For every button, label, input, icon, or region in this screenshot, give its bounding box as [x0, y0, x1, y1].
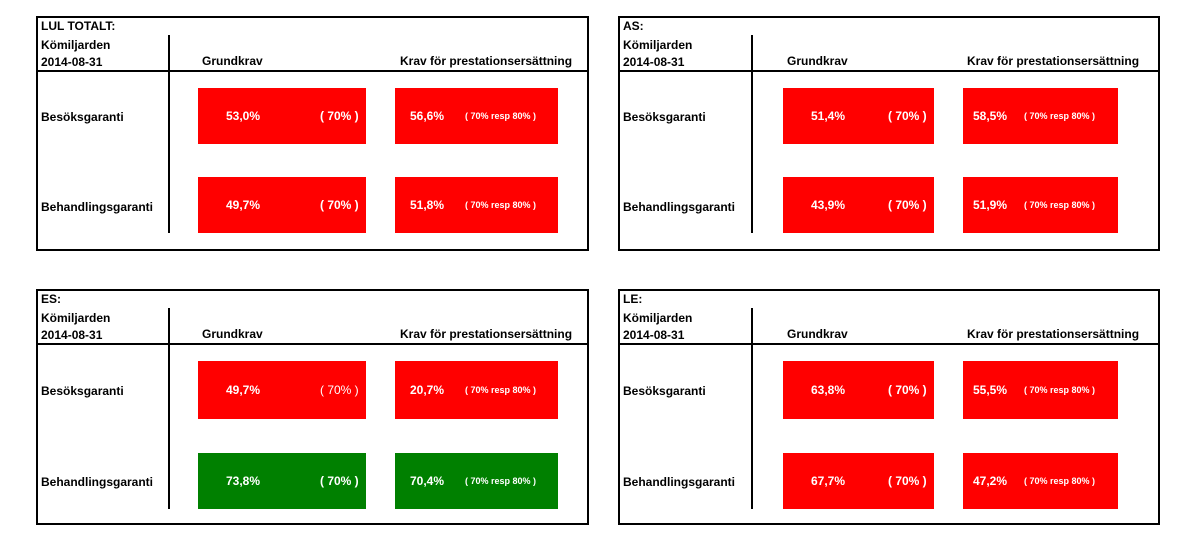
column-header-grundkrav: Grundkrav — [202, 54, 263, 68]
panel-es: ES: Kömiljarden 2014-08-31 Grundkrav Kra… — [36, 289, 589, 525]
cell-krav-besoksgaranti: 56,6% ( 70% resp 80% ) — [395, 88, 558, 144]
column-header-krav: Krav för prestationsersättning — [967, 54, 1140, 68]
cell-value: 67,7% — [811, 474, 846, 488]
cell-value: 58,5% — [973, 109, 1008, 123]
cell-krav-behandlingsgaranti: 47,2% ( 70% resp 80% ) — [963, 453, 1118, 509]
panel-title: AS: — [623, 19, 644, 33]
cell-grundkrav-behandlingsgaranti: 73,8% ( 70% ) — [198, 453, 366, 509]
column-header-krav: Krav för prestationsersättning — [400, 327, 573, 341]
panel-title: ES: — [41, 292, 62, 306]
divider-vertical — [168, 35, 170, 233]
divider-horizontal — [38, 70, 587, 72]
divider-horizontal — [620, 343, 1158, 345]
cell-value: 73,8% — [226, 474, 261, 488]
cell-grundkrav-behandlingsgaranti: 49,7% ( 70% ) — [198, 177, 366, 233]
cell-grundkrav-behandlingsgaranti: 43,9% ( 70% ) — [783, 177, 934, 233]
cell-requirement: ( 70% resp 80% ) — [1024, 111, 1096, 121]
panel-date: 2014-08-31 — [41, 328, 103, 342]
cell-grundkrav-behandlingsgaranti: 67,7% ( 70% ) — [783, 453, 934, 509]
cell-value: 49,7% — [226, 383, 261, 397]
divider-horizontal — [38, 343, 587, 345]
divider-horizontal — [620, 70, 1158, 72]
cell-krav-behandlingsgaranti: 51,9% ( 70% resp 80% ) — [963, 177, 1118, 233]
cell-value: 53,0% — [226, 109, 261, 123]
cell-value: 20,7% — [410, 383, 445, 397]
row-label-besoksgaranti: Besöksgaranti — [623, 110, 706, 124]
divider-vertical — [751, 35, 753, 233]
cell-grundkrav-besoksgaranti: 51,4% ( 70% ) — [783, 88, 934, 144]
row-label-behandlingsgaranti: Behandlingsgaranti — [623, 200, 736, 214]
cell-value: 55,5% — [973, 383, 1008, 397]
cell-requirement: ( 70% ) — [320, 383, 359, 397]
cell-requirement: ( 70% ) — [888, 109, 927, 123]
cell-krav-besoksgaranti: 58,5% ( 70% resp 80% ) — [963, 88, 1118, 144]
row-label-besoksgaranti: Besöksgaranti — [41, 110, 124, 124]
cell-krav-besoksgaranti: 55,5% ( 70% resp 80% ) — [963, 361, 1118, 419]
cell-requirement: ( 70% resp 80% ) — [465, 111, 537, 121]
cell-grundkrav-besoksgaranti: 53,0% ( 70% ) — [198, 88, 366, 144]
panel-as: AS: Kömiljarden 2014-08-31 Grundkrav Kra… — [618, 16, 1160, 251]
cell-requirement: ( 70% resp 80% ) — [1024, 476, 1096, 486]
cell-value: 56,6% — [410, 109, 445, 123]
row-label-behandlingsgaranti: Behandlingsgaranti — [623, 475, 736, 489]
cell-value: 51,4% — [811, 109, 846, 123]
cell-requirement: ( 70% resp 80% ) — [465, 385, 537, 395]
divider-vertical — [751, 308, 753, 509]
cell-value: 49,7% — [226, 198, 261, 212]
column-header-krav: Krav för prestationsersättning — [967, 327, 1140, 341]
panel-title: LUL TOTALT: — [41, 19, 116, 33]
row-label-besoksgaranti: Besöksgaranti — [623, 384, 706, 398]
cell-requirement: ( 70% ) — [320, 474, 359, 488]
cell-requirement: ( 70% resp 80% ) — [1024, 200, 1096, 210]
panel-date: 2014-08-31 — [41, 55, 103, 69]
cell-value: 63,8% — [811, 383, 846, 397]
column-header-grundkrav: Grundkrav — [202, 327, 263, 341]
cell-krav-behandlingsgaranti: 70,4% ( 70% resp 80% ) — [395, 453, 558, 509]
cell-krav-besoksgaranti: 20,7% ( 70% resp 80% ) — [395, 361, 558, 419]
column-header-grundkrav: Grundkrav — [787, 327, 848, 341]
panel-subtitle: Kömiljarden — [41, 311, 111, 325]
panel-lul-totalt: LUL TOTALT: Kömiljarden 2014-08-31 Grund… — [36, 16, 589, 251]
panel-le: LE: Kömiljarden 2014-08-31 Grundkrav Kra… — [618, 289, 1160, 525]
cell-requirement: ( 70% resp 80% ) — [465, 200, 537, 210]
panel-subtitle: Kömiljarden — [41, 38, 111, 52]
panel-title: LE: — [623, 292, 643, 306]
panel-date: 2014-08-31 — [623, 55, 685, 69]
cell-requirement: ( 70% ) — [320, 109, 359, 123]
cell-requirement: ( 70% ) — [888, 474, 927, 488]
cell-requirement: ( 70% ) — [888, 198, 927, 212]
cell-requirement: ( 70% resp 80% ) — [465, 476, 537, 486]
panel-subtitle: Kömiljarden — [623, 38, 693, 52]
cell-value: 43,9% — [811, 198, 846, 212]
cell-requirement: ( 70% ) — [320, 198, 359, 212]
panel-subtitle: Kömiljarden — [623, 311, 693, 325]
divider-vertical — [168, 308, 170, 509]
cell-value: 47,2% — [973, 474, 1008, 488]
cell-value: 51,9% — [973, 198, 1008, 212]
cell-grundkrav-besoksgaranti: 49,7% ( 70% ) — [198, 361, 366, 419]
cell-grundkrav-besoksgaranti: 63,8% ( 70% ) — [783, 361, 934, 419]
cell-requirement: ( 70% ) — [888, 383, 927, 397]
column-header-krav: Krav för prestationsersättning — [400, 54, 573, 68]
cell-requirement: ( 70% resp 80% ) — [1024, 385, 1096, 395]
cell-value: 51,8% — [410, 198, 445, 212]
row-label-behandlingsgaranti: Behandlingsgaranti — [41, 475, 154, 489]
row-label-behandlingsgaranti: Behandlingsgaranti — [41, 200, 154, 214]
column-header-grundkrav: Grundkrav — [787, 54, 848, 68]
cell-krav-behandlingsgaranti: 51,8% ( 70% resp 80% ) — [395, 177, 558, 233]
row-label-besoksgaranti: Besöksgaranti — [41, 384, 124, 398]
panel-date: 2014-08-31 — [623, 328, 685, 342]
cell-value: 70,4% — [410, 474, 445, 488]
